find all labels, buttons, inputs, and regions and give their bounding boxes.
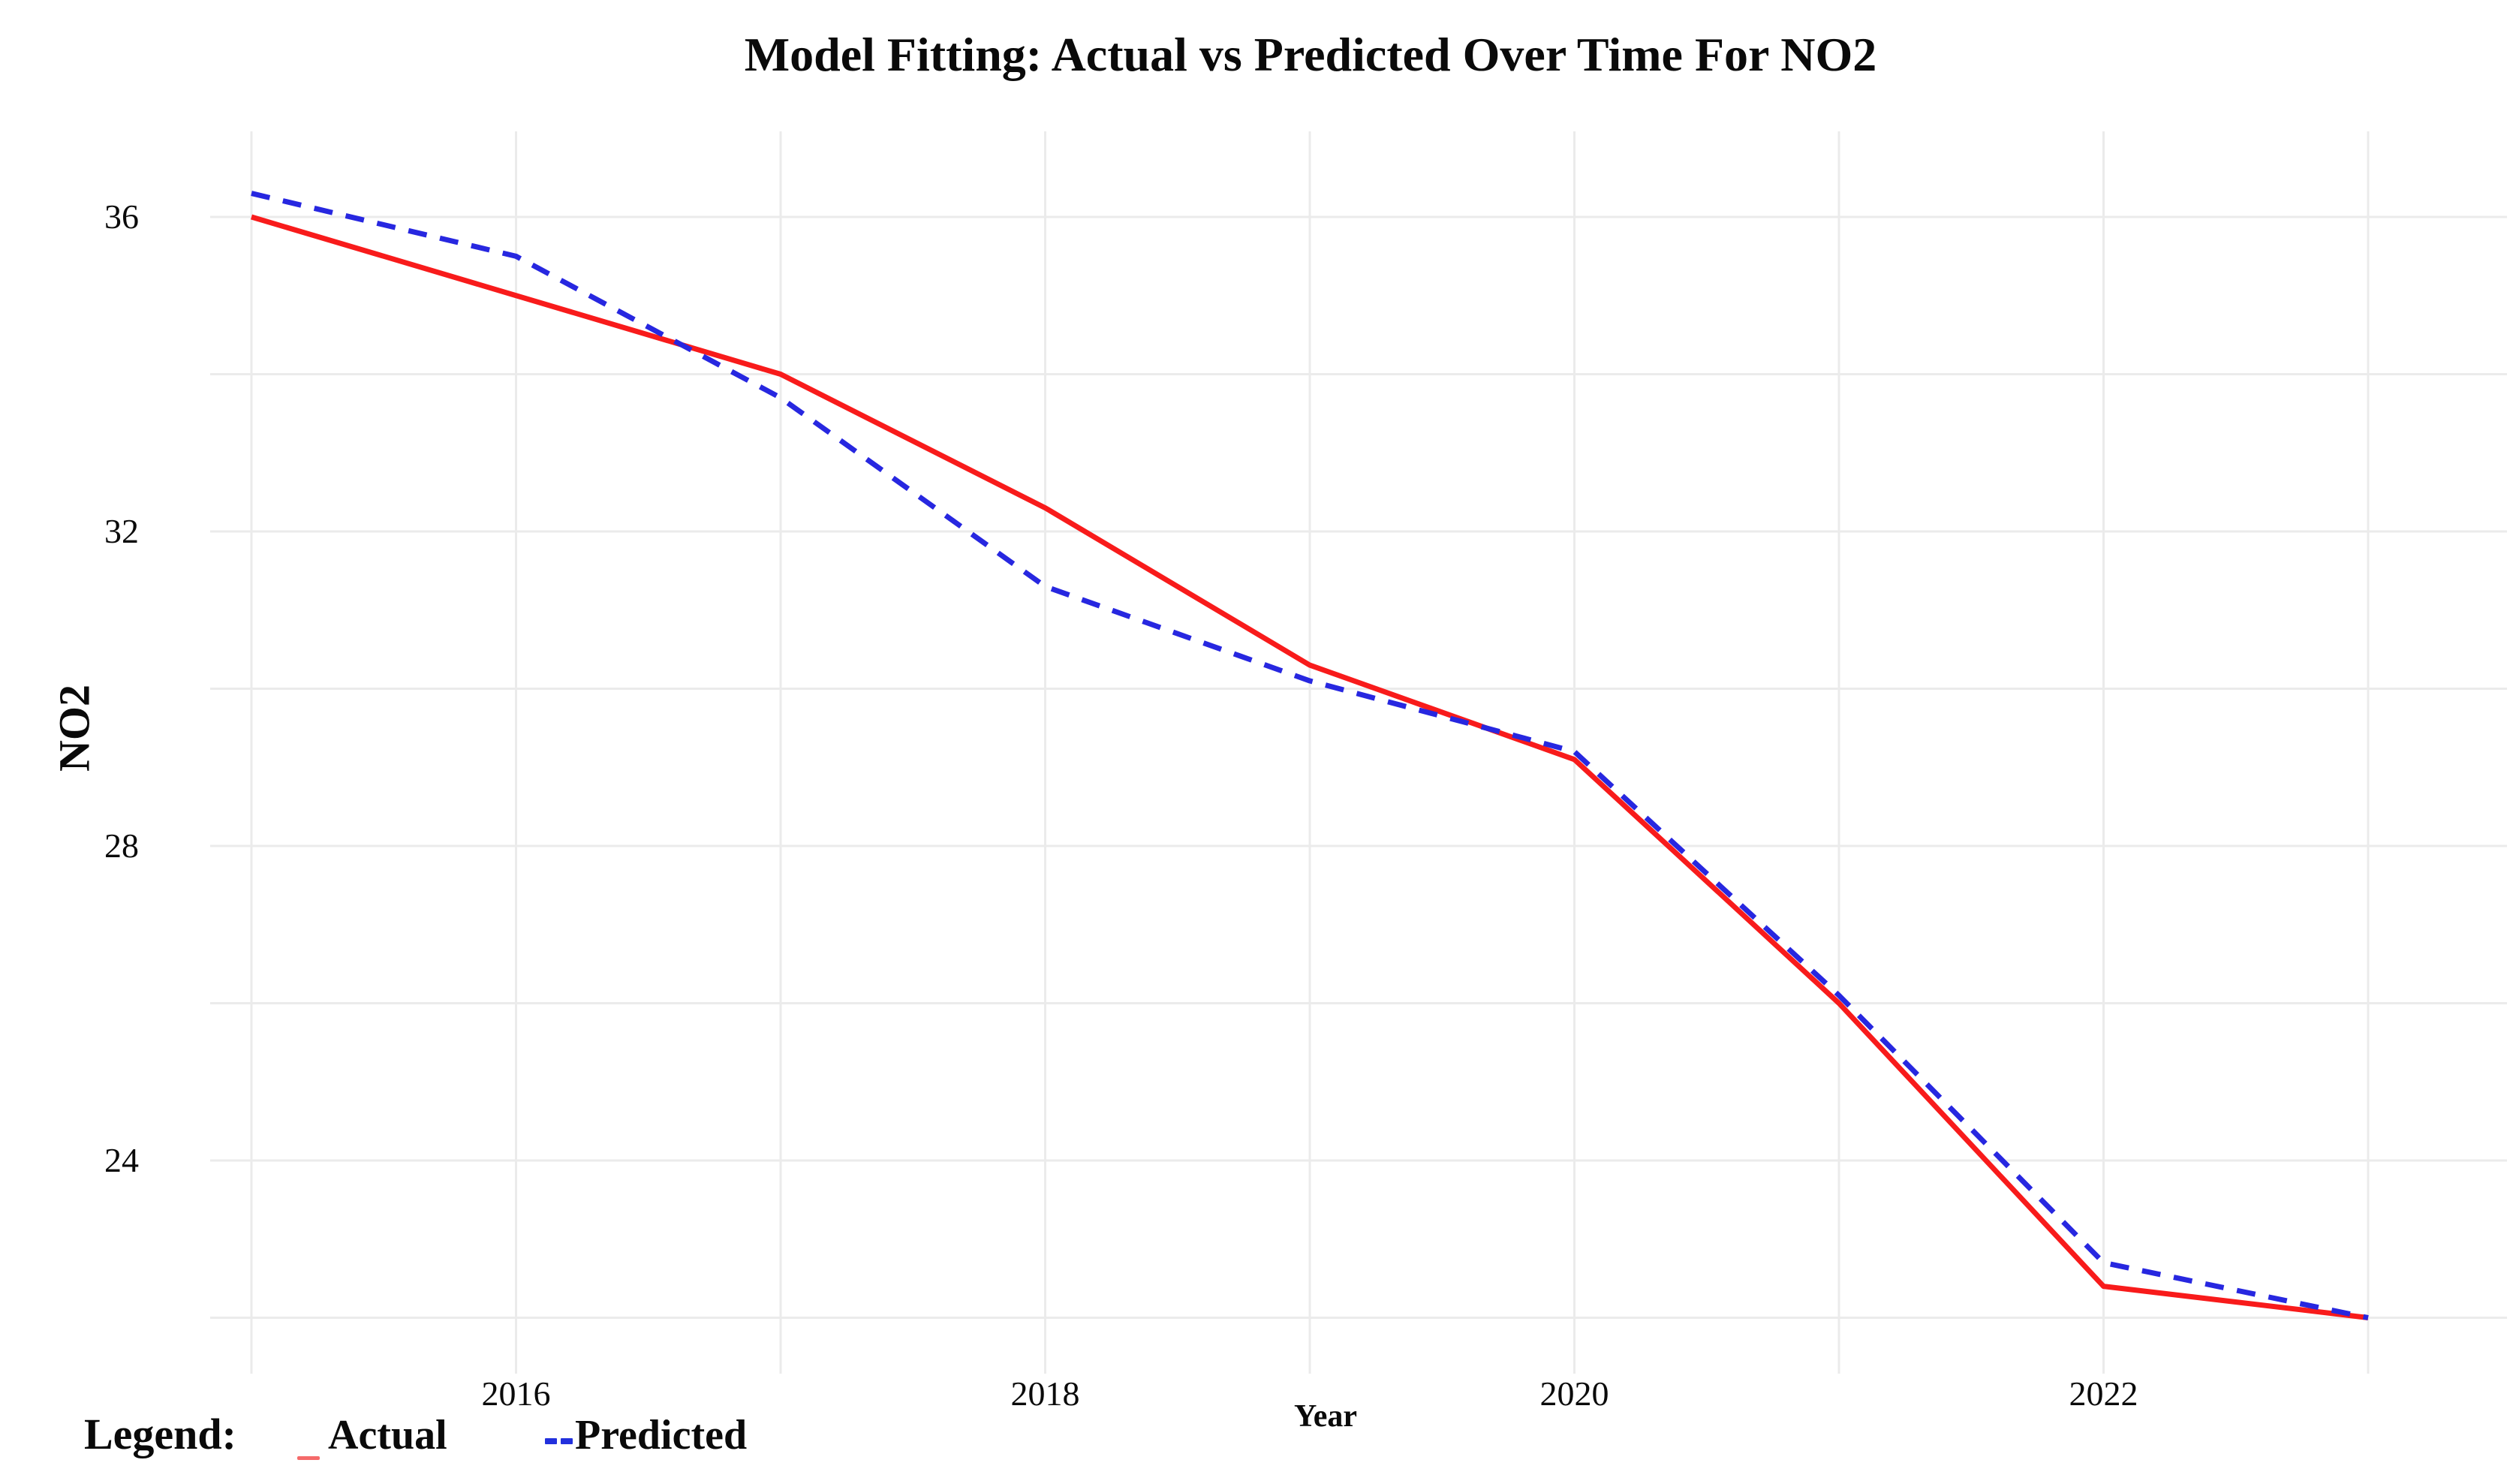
x-tick-label: 2016 xyxy=(481,1374,551,1413)
x-axis-title: Year xyxy=(1294,1399,1357,1434)
y-axis-title-text: NO2 xyxy=(50,685,99,772)
y-tick-label: 28 xyxy=(104,826,139,865)
chart-title: Model Fitting: Actual vs Predicted Over … xyxy=(744,28,1877,81)
legend-predicted-dash-icon xyxy=(545,1438,575,1444)
legend-dash-segment xyxy=(545,1438,557,1444)
legend-prefix-label: Legend: xyxy=(84,1410,236,1458)
y-tick-label: 24 xyxy=(104,1141,139,1179)
series-line-actual xyxy=(251,214,2369,1320)
x-tick-label: 2018 xyxy=(1010,1374,1080,1413)
x-tick-label: 2022 xyxy=(2069,1374,2138,1413)
y-tick-label: 36 xyxy=(104,197,139,236)
y-tick-label: 32 xyxy=(104,512,139,550)
series-line-predicted xyxy=(251,191,2369,1320)
legend-actual-label: Actual xyxy=(328,1412,447,1458)
legend-predicted-label: Predicted xyxy=(575,1412,748,1458)
x-tick-label: 2020 xyxy=(1539,1374,1609,1413)
legend-dash-segment xyxy=(561,1438,573,1444)
legend-actual-line-icon xyxy=(297,1456,320,1460)
